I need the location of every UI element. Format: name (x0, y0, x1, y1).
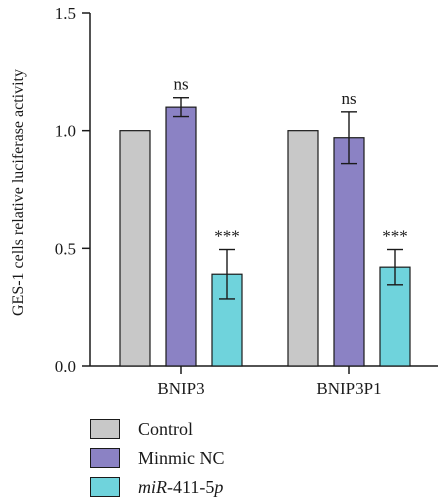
y-tick-label: 1.5 (55, 4, 76, 23)
legend-swatch-control (90, 419, 120, 439)
legend-swatch-mir-411-5p (90, 477, 120, 497)
bar-control-bnip3 (119, 130, 151, 367)
legend-swatch-minmic-nc (90, 448, 120, 468)
bar-minmic-nc-bnip3p1 (333, 137, 365, 367)
legend-item-mir-411-5p: miR-411-5p (90, 473, 225, 501)
bar-chart: 0.0 0.5 1.0 1.5 GES-1 cells relative lucifer… (10, 4, 438, 398)
y-axis-label: GES-1 cells relative luciferase activity (10, 69, 27, 316)
legend-label-mir-411-5p: miR-411-5p (138, 477, 223, 498)
legend-label-minmic-nc: Minmic NC (138, 447, 225, 468)
legend: Control Minmic NC miR-411-5p (90, 415, 225, 502)
x-tick-label: BNIP3 (157, 379, 204, 398)
y-tick-label: 1.0 (55, 122, 76, 141)
legend-label-mir-italic-p: p (214, 476, 224, 497)
significance-label: ns (341, 89, 356, 108)
x-tick-label: BNIP3P1 (316, 379, 381, 398)
legend-label-control: Control (138, 418, 194, 439)
significance-label: ns (173, 75, 188, 94)
legend-item-minmic-nc: Minmic NC (90, 444, 225, 472)
legend-label-mir-number: -411-5 (167, 476, 215, 497)
significance-label: *** (214, 227, 240, 246)
legend-item-control: Control (90, 415, 225, 443)
bar-control-bnip3p1 (287, 130, 319, 367)
y-tick-label: 0.5 (55, 239, 76, 258)
y-tick-label: 0.0 (55, 357, 76, 376)
significance-label: *** (382, 227, 408, 246)
bar-minmic-nc-bnip3 (165, 106, 197, 367)
legend-label-mir-italic: miR (138, 476, 167, 497)
